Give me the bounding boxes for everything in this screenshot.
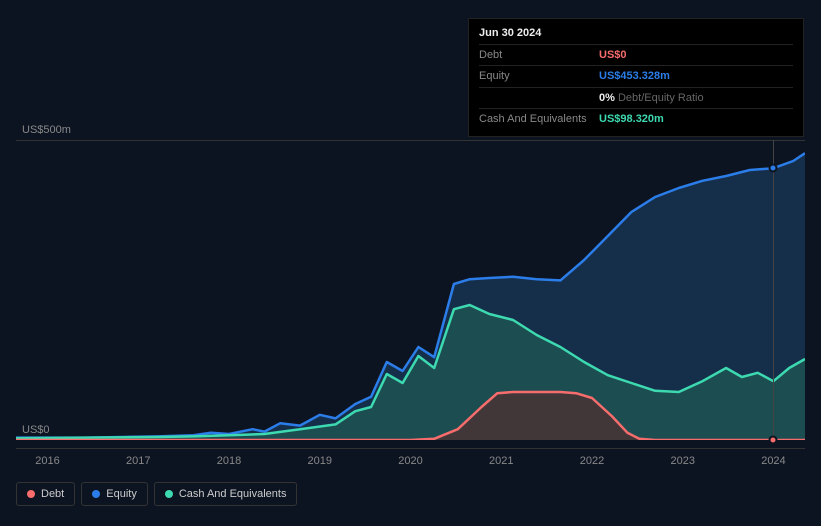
tooltip-row-value: US$0 — [599, 47, 627, 64]
legend-dot-icon — [27, 490, 35, 498]
hover-guideline — [773, 140, 774, 440]
tooltip-row-label: Equity — [479, 68, 599, 85]
x-axis: 2016 2017 2018 2019 2020 2021 2022 2023 2024 — [16, 448, 805, 468]
legend-label: Debt — [41, 488, 64, 500]
chart-tooltip: Jun 30 2024 DebtUS$0EquityUS$453.328m0% … — [468, 18, 804, 137]
tooltip-row: 0% Debt/Equity Ratio — [479, 87, 793, 109]
tooltip-row: DebtUS$0 — [479, 44, 793, 66]
legend-label: Equity — [106, 488, 137, 500]
tooltip-row-value: US$453.328m — [599, 68, 670, 85]
legend-dot-icon — [92, 490, 100, 498]
x-axis-tick: 2021 — [489, 455, 513, 467]
y-axis-label-top: US$500m — [22, 124, 71, 136]
tooltip-row: EquityUS$453.328m — [479, 65, 793, 87]
tooltip-row-label: Debt — [479, 47, 599, 64]
legend-dot-icon — [165, 490, 173, 498]
tooltip-row: Cash And EquivalentsUS$98.320m — [479, 108, 793, 130]
tooltip-date: Jun 30 2024 — [479, 25, 793, 44]
x-axis-tick: 2024 — [761, 455, 785, 467]
legend-item[interactable]: Cash And Equivalents — [154, 482, 298, 506]
x-axis-tick: 2018 — [217, 455, 241, 467]
x-axis-tick: 2016 — [35, 455, 59, 467]
legend-item[interactable]: Debt — [16, 482, 75, 506]
chart-svg — [16, 140, 805, 440]
x-axis-tick: 2020 — [398, 455, 422, 467]
tooltip-row-label — [479, 90, 599, 107]
chart-legend: Debt Equity Cash And Equivalents — [16, 482, 297, 506]
x-axis-tick: 2022 — [580, 455, 604, 467]
tooltip-row-value: 0% Debt/Equity Ratio — [599, 90, 704, 107]
legend-item[interactable]: Equity — [81, 482, 148, 506]
x-axis-tick: 2023 — [670, 455, 694, 467]
x-axis-tick: 2019 — [308, 455, 332, 467]
hover-dot — [769, 164, 778, 173]
chart-plot-area[interactable] — [16, 140, 805, 440]
tooltip-rows: DebtUS$0EquityUS$453.328m0% Debt/Equity … — [479, 44, 793, 130]
tooltip-row-label: Cash And Equivalents — [479, 111, 599, 128]
hover-dot — [769, 436, 778, 445]
legend-label: Cash And Equivalents — [179, 488, 287, 500]
x-axis-tick: 2017 — [126, 455, 150, 467]
tooltip-row-value: US$98.320m — [599, 111, 664, 128]
